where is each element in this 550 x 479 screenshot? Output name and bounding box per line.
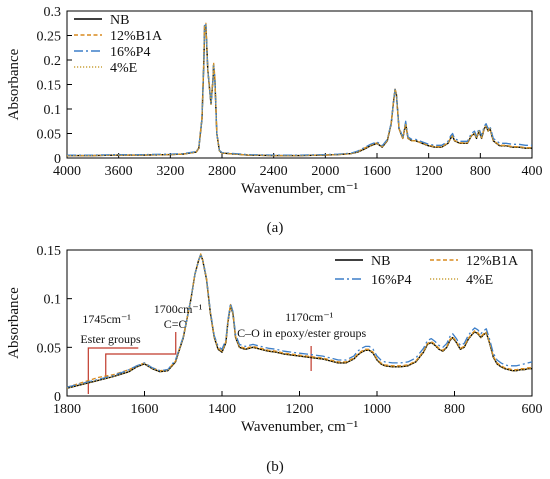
series-line-16-p4 [66, 254, 533, 388]
panel-a-caption: (a) [267, 220, 284, 236]
x-tick-label: 400 [522, 164, 543, 179]
panel-b-caption: (b) [266, 459, 284, 475]
x-axis-label: Wavenumber, cm⁻¹ [241, 181, 358, 197]
annotation-1700-label: C=O [164, 317, 188, 331]
legend-label: 4%E [466, 273, 493, 288]
x-tick-label: 1400 [208, 402, 236, 417]
x-tick-label: 800 [470, 164, 491, 179]
x-tick-label: 1600 [363, 164, 391, 179]
y-tick-label: 0.15 [37, 79, 62, 94]
series-line-4-e [66, 254, 532, 389]
y-tick-label: 0.1 [44, 103, 62, 118]
x-tick-label: 1000 [363, 402, 391, 417]
legend-label: 12%B1A [110, 29, 163, 44]
x-axis-label: Wavenumber, cm⁻¹ [241, 419, 358, 435]
y-tick-label: 0.05 [37, 128, 62, 143]
legend-label: 4%E [110, 61, 137, 76]
legend-label: NB [371, 254, 390, 269]
x-tick-label: 2800 [208, 164, 236, 179]
y-tick-label: 0 [54, 152, 61, 167]
annotation-1745-wavenumber: 1745cm⁻¹ [82, 312, 131, 326]
y-axis-label: Absorbance [6, 48, 22, 120]
series-line-4-e [67, 25, 532, 157]
y-tick-label: 0 [54, 390, 61, 405]
x-tick-label: 1600 [131, 402, 159, 417]
x-tick-label: 3200 [156, 164, 184, 179]
y-tick-label: 0.05 [37, 341, 62, 356]
y-axis-label: Absorbance [6, 287, 22, 359]
x-tick-label: 1200 [415, 164, 443, 179]
x-tick-label: 1200 [286, 402, 314, 417]
x-tick-label: 600 [522, 402, 543, 417]
annotation-1745-marker [87, 347, 139, 394]
x-tick-label: 2400 [260, 164, 288, 179]
x-tick-label: 3600 [105, 164, 133, 179]
y-tick-label: 0.15 [37, 244, 62, 259]
x-tick-label: 800 [444, 402, 465, 417]
annotation-1170-wavenumber: 1170cm⁻¹ [285, 310, 334, 324]
y-tick-label: 0.25 [37, 30, 62, 45]
annotation-1745-label: Ester groups [80, 332, 141, 346]
annotation-1170-label: C–O in epoxy/ester groups [237, 326, 366, 340]
y-tick-label: 0.1 [44, 293, 62, 308]
y-tick-label: 0.2 [44, 54, 62, 69]
x-tick-label: 4000 [53, 164, 81, 179]
legend-label: 16%P4 [110, 45, 150, 60]
x-tick-label: 1800 [53, 402, 81, 417]
panel-b-chart: 0 0.05 0.1 0.15 1800 1600 1400 1200 1000 800 600 Wa… [6, 244, 543, 435]
legend-label: 16%P4 [371, 273, 411, 288]
y-tick-label: 0.3 [44, 5, 62, 20]
annotation-1700-marker [105, 332, 177, 379]
legend-label: NB [110, 13, 129, 28]
legend-label: 12%B1A [466, 254, 519, 269]
panel-a-chart: 0 0.05 0.1 0.15 0.2 0.25 0.3 4000 3600 3200 2800 24… [6, 5, 543, 197]
x-tick-label: 2000 [311, 164, 339, 179]
annotation-1700-wavenumber: 1700cm⁻¹ [154, 302, 203, 316]
